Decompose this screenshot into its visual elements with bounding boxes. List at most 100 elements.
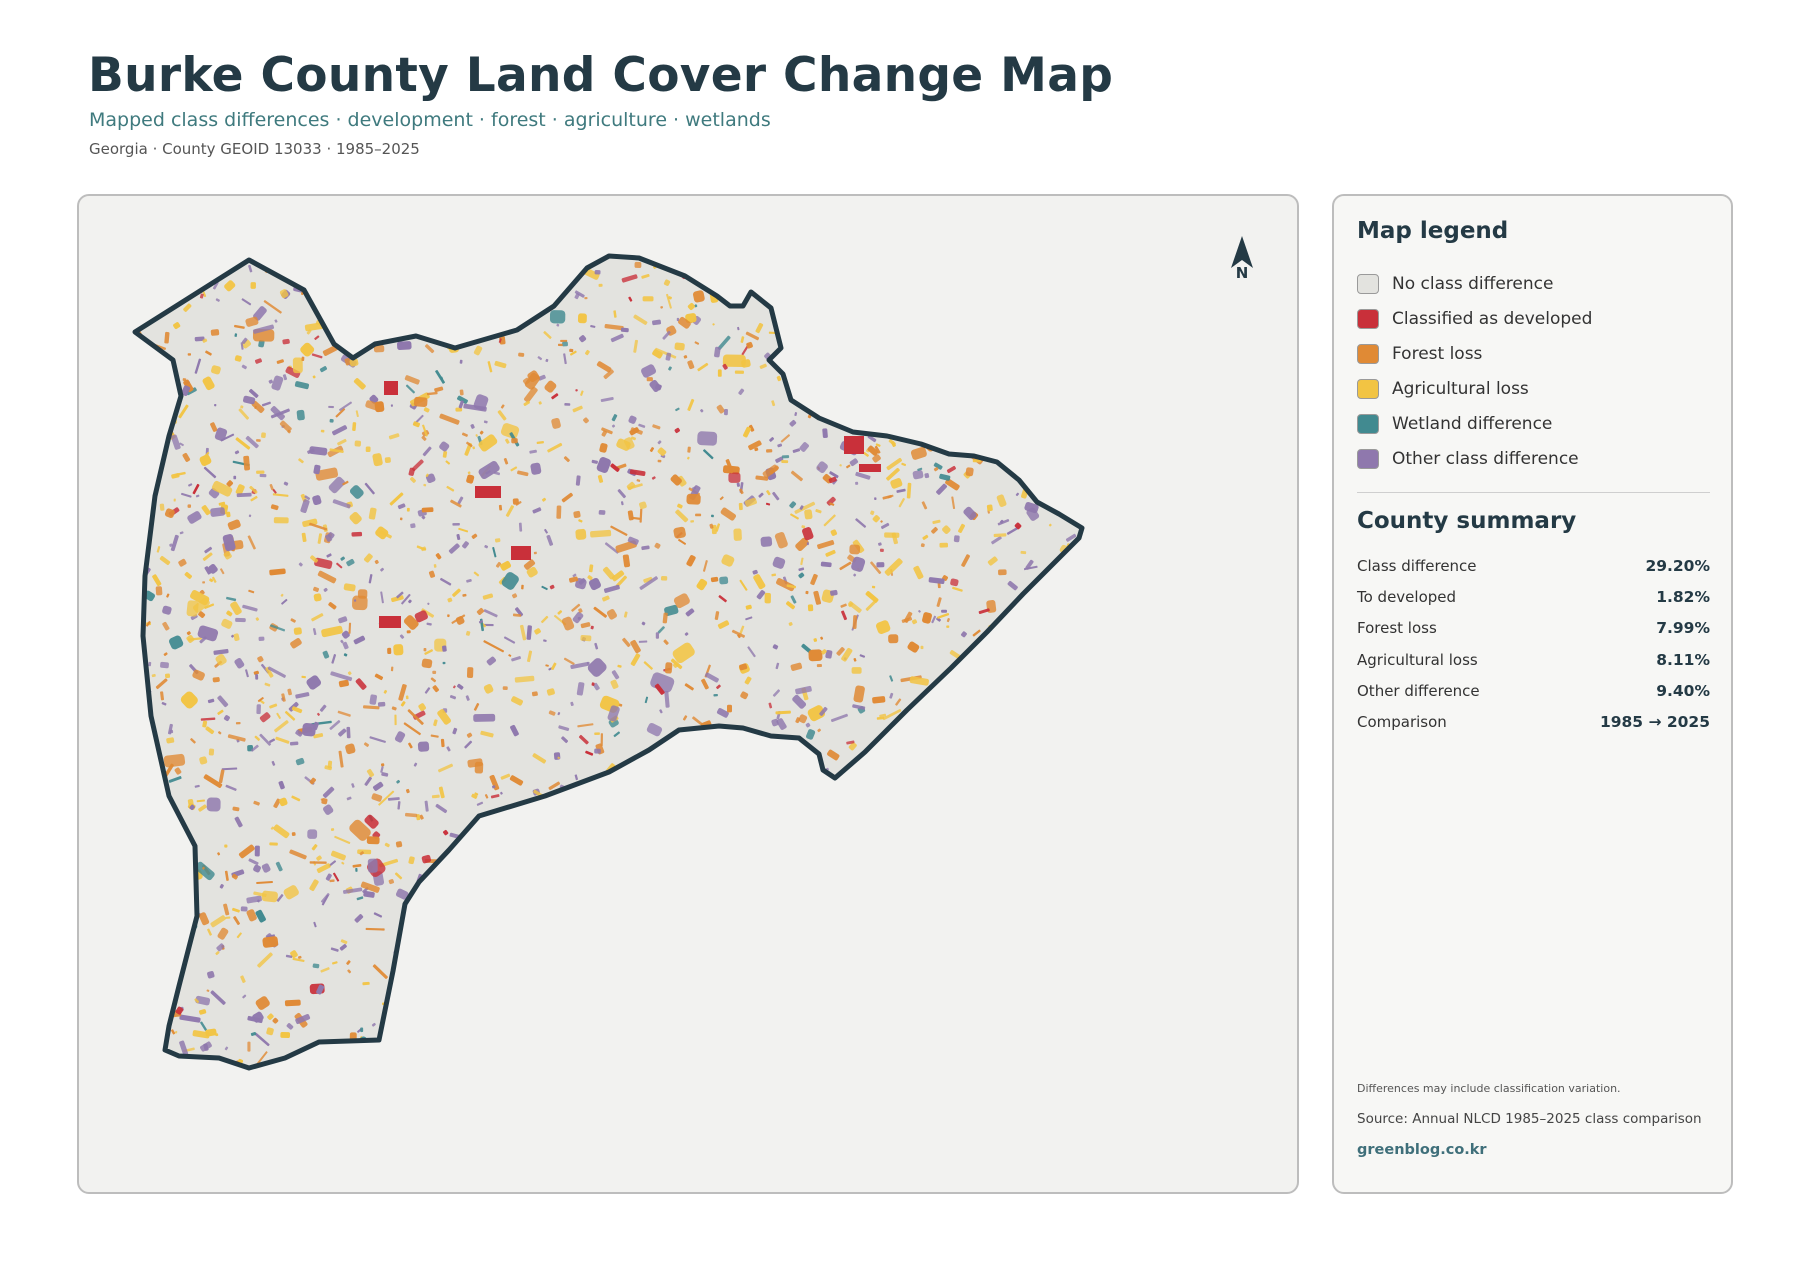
change-patch [1070,677,1081,685]
change-patch [199,1009,207,1015]
change-patch [939,473,951,481]
change-patch [253,800,260,806]
change-patch [434,386,444,393]
change-patch [606,804,611,811]
change-patch [579,335,587,343]
change-patch [835,974,843,981]
change-patch [186,631,191,636]
change-patch [236,932,242,939]
change-patch [390,302,394,307]
change-patch [964,937,972,943]
change-patch [449,1010,456,1017]
change-patch [537,356,543,361]
change-patch [567,926,578,936]
change-patch [143,987,154,997]
change-patch [747,256,753,260]
change-patch [607,705,620,722]
change-patch [657,831,669,835]
change-patch [565,860,570,868]
change-patch [500,423,520,439]
change-patch [291,795,301,802]
change-patch [924,963,928,967]
change-patch [790,470,803,482]
change-patch [701,995,708,1001]
change-patch [881,759,885,766]
change-patch [849,458,859,467]
change-patch [486,656,496,666]
change-patch [459,960,469,965]
change-patch [737,1013,751,1029]
change-patch [518,352,525,357]
change-patch [791,266,800,278]
change-patch [534,628,541,635]
change-patch [431,794,440,799]
change-patch [724,1000,731,1005]
change-patch [521,584,524,590]
change-patch [721,554,735,567]
change-patch [249,388,259,398]
change-patch [796,338,801,344]
change-patch [1080,728,1082,737]
change-patch [872,515,880,523]
change-patch [446,746,451,752]
change-patch [170,434,181,450]
change-patch [149,841,161,850]
change-patch [328,405,334,409]
change-patch [748,424,755,432]
change-patch [907,837,928,858]
change-patch [557,610,563,615]
change-patch [342,480,349,486]
change-patch [548,710,556,716]
change-patch [668,296,672,300]
change-patch [884,857,904,871]
change-patch [771,1002,778,1007]
change-patch [770,807,790,812]
change-patch [722,354,746,368]
change-patch [703,1025,716,1035]
change-patch [895,403,904,413]
change-patch [202,866,205,870]
change-patch [816,269,821,274]
change-patch [767,280,776,289]
change-patch [530,865,539,870]
change-patch [232,806,240,812]
change-patch [216,943,225,952]
change-patch [972,725,980,730]
site-link[interactable]: greenblog.co.kr [1357,1142,1487,1158]
change-patch [234,355,242,362]
change-patch [267,1013,274,1020]
change-patch [675,407,680,412]
change-patch [482,823,490,831]
change-patch [439,971,446,979]
change-patch [1068,1052,1075,1060]
change-patch [702,942,706,945]
change-patch [1015,492,1020,497]
change-patch [1072,256,1078,259]
map-panel[interactable]: N [77,194,1299,1194]
change-patch [669,992,673,995]
change-patch [655,632,659,639]
change-patch [761,762,765,766]
change-patch [394,872,403,880]
change-patch [855,471,871,480]
change-patch [932,702,951,713]
change-patch [130,567,133,570]
change-patch [696,578,708,591]
change-patch [641,621,646,626]
change-patch [419,814,424,820]
county-map[interactable] [79,196,1299,1194]
change-patch [505,1055,511,1059]
change-patch [694,341,700,345]
change-patch [487,1046,496,1054]
change-patch [886,961,894,970]
change-patch [968,795,986,814]
change-patch [163,753,186,768]
change-patch [439,441,450,452]
change-patch [440,376,444,380]
change-patch [953,863,971,877]
change-patch [1064,965,1077,976]
change-patch [817,913,829,924]
change-patch [663,639,669,645]
change-patch [275,736,290,744]
change-patch [734,370,744,374]
